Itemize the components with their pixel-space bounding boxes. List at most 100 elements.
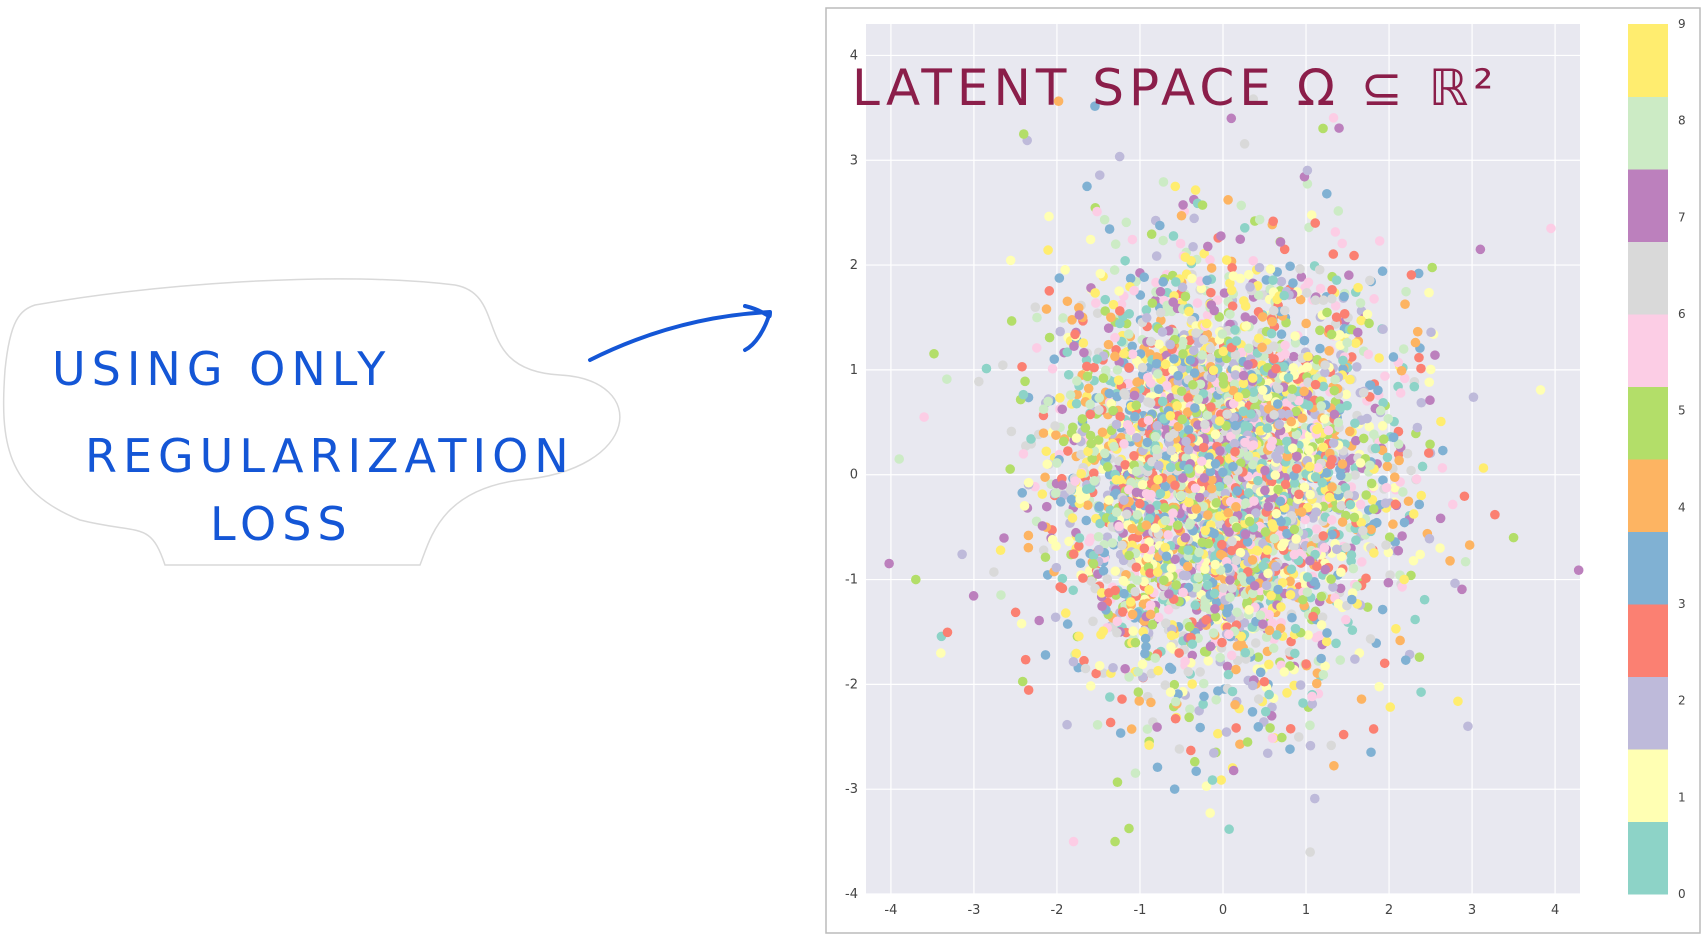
scatter-point [1145, 609, 1156, 620]
scatter-point [1191, 766, 1202, 777]
scatter-point [1335, 470, 1346, 481]
scatter-point [1301, 659, 1311, 669]
scatter-point [1304, 445, 1314, 455]
scatter-point [1183, 424, 1194, 435]
scatter-point [1153, 665, 1163, 676]
scatter-point [1240, 437, 1250, 448]
scatter-point [1239, 223, 1250, 233]
scatter-point [1356, 315, 1366, 326]
scatter-point [1309, 793, 1320, 804]
scatter-point [1091, 668, 1101, 679]
scatter-point [1050, 488, 1061, 499]
scatter-point [1132, 510, 1143, 520]
scatter-point [1263, 501, 1274, 512]
scatter-point [1430, 350, 1440, 360]
scatter-point [1137, 479, 1148, 490]
scatter-point [1073, 303, 1084, 313]
scatter-point [1285, 261, 1295, 272]
scatter-point [1435, 513, 1446, 524]
scatter-point [1020, 654, 1031, 665]
scatter-point [1100, 306, 1111, 316]
scatter-point [1312, 561, 1322, 572]
scatter-point [1051, 541, 1061, 551]
scatter-point [1297, 413, 1308, 423]
scatter-point [1423, 448, 1434, 458]
scatter-point [1098, 373, 1109, 383]
scatter-point [1224, 527, 1234, 537]
scatter-point [1244, 516, 1255, 527]
scatter-point [1382, 461, 1393, 472]
scatter-point [1282, 688, 1292, 698]
scatter-point [1224, 824, 1234, 835]
scatter-point [1378, 324, 1388, 335]
scatter-point [1385, 702, 1396, 712]
scatter-point [1119, 348, 1129, 359]
scatter-point [1153, 369, 1163, 379]
scatter-point [1276, 409, 1287, 419]
scatter-point [1115, 411, 1125, 422]
scatter-point [1183, 464, 1194, 474]
scatter-point [1328, 113, 1339, 123]
scatter-point [1133, 666, 1143, 677]
scatter-point [1114, 286, 1124, 296]
scatter-point [1271, 561, 1281, 572]
scatter-point [1274, 445, 1285, 455]
scatter-point [1181, 436, 1191, 447]
scatter-point [1152, 567, 1163, 578]
scatter-point [1183, 444, 1194, 455]
colorbar-label: 8 [1678, 114, 1686, 128]
scatter-point [1120, 663, 1130, 674]
scatter-point [1124, 484, 1134, 495]
scatter-point [1288, 362, 1299, 373]
scatter-point [1350, 654, 1360, 664]
scatter-point [1079, 655, 1089, 666]
scatter-point [1120, 255, 1130, 266]
scatter-point [1174, 648, 1184, 658]
scatter-point [1233, 392, 1244, 402]
scatter-point [1085, 430, 1096, 441]
scatter-point [1159, 575, 1169, 586]
scatter-point [1184, 712, 1194, 723]
scatter-point [1068, 549, 1079, 559]
scatter-point [1083, 383, 1094, 394]
scatter-point [1279, 244, 1290, 255]
scatter-point [1215, 549, 1226, 560]
scatter-point [1262, 423, 1273, 434]
scatter-point [1274, 419, 1285, 430]
scatter-point [1020, 376, 1030, 387]
scatter-point [1247, 373, 1258, 383]
scatter-point [1218, 346, 1229, 357]
scatter-point [1130, 586, 1140, 597]
scatter-point [1146, 489, 1156, 500]
scatter-point [1338, 729, 1349, 740]
scatter-point [1249, 496, 1259, 506]
scatter-point [1209, 528, 1219, 539]
scatter-point [1106, 312, 1116, 323]
scatter-point [968, 591, 979, 601]
scatter-point [1289, 541, 1299, 552]
scatter-point [989, 567, 999, 577]
colorbar-label: 0 [1678, 887, 1686, 901]
scatter-point [1180, 656, 1190, 667]
scatter-point [1114, 521, 1124, 532]
scatter-point [1363, 349, 1374, 360]
scatter-point [1094, 393, 1105, 403]
annotation-line-2: REGULARIZATION [85, 429, 575, 483]
scatter-point [1318, 669, 1329, 680]
scatter-point [1074, 533, 1085, 543]
scatter-point [1226, 431, 1236, 442]
scatter-point [1289, 478, 1300, 488]
colorbar-label: 6 [1678, 307, 1686, 321]
scatter-point [1337, 517, 1348, 527]
scatter-point [1202, 310, 1213, 321]
scatter-point [1228, 271, 1239, 281]
scatter-point [1147, 619, 1158, 630]
scatter-point [1291, 406, 1301, 417]
scatter-point [1115, 318, 1125, 329]
scatter-point [1120, 460, 1131, 470]
scatter-point [1108, 662, 1118, 673]
scatter-point [1166, 630, 1177, 641]
scatter-point [1112, 365, 1123, 375]
scatter-point [1293, 732, 1304, 742]
scatter-point [1191, 504, 1202, 514]
